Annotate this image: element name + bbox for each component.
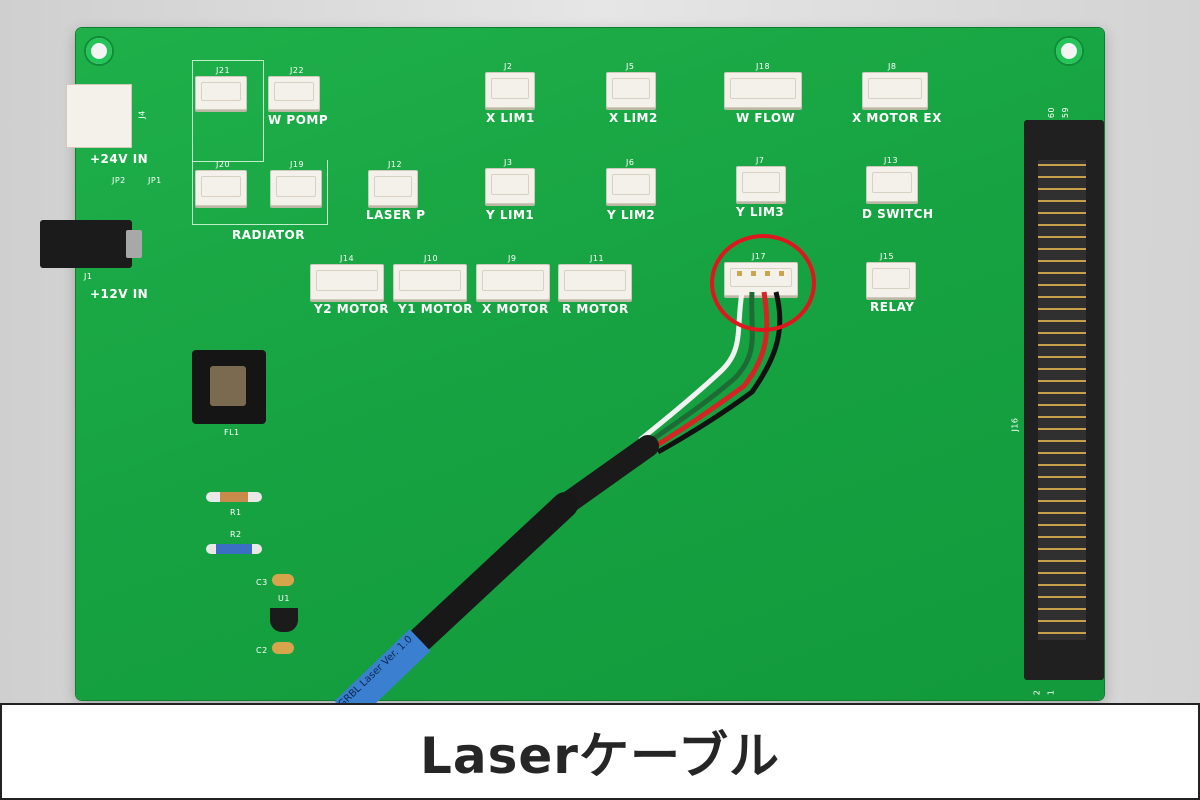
connector-label: Y LIM3 bbox=[736, 205, 785, 219]
capacitor-c3 bbox=[272, 574, 294, 586]
connector-label: X LIM1 bbox=[486, 111, 535, 125]
radiator-outline bbox=[192, 160, 328, 225]
connector-housing bbox=[866, 166, 918, 202]
caption-bar: Laserケーブル bbox=[0, 703, 1200, 800]
ribbon-header-j16 bbox=[1024, 120, 1104, 680]
connector-housing bbox=[485, 72, 535, 108]
connector-housing bbox=[476, 264, 550, 300]
connector-ref: J3 bbox=[504, 158, 513, 167]
v12-in-label: +12V IN bbox=[90, 287, 149, 301]
c3-label: C3 bbox=[256, 578, 268, 587]
connector-ref: J15 bbox=[880, 252, 895, 261]
connector-housing bbox=[368, 170, 418, 206]
connector-housing bbox=[485, 168, 535, 204]
connector-ref: J20 bbox=[216, 160, 231, 169]
connector-housing bbox=[606, 168, 656, 204]
connector-label: RELAY bbox=[870, 300, 915, 314]
connector-ref: J22 bbox=[290, 66, 305, 75]
connector-label: X MOTOR EX bbox=[852, 111, 942, 125]
connector-ref: J8 bbox=[888, 62, 897, 71]
connector-housing bbox=[724, 72, 802, 108]
regulator-u1 bbox=[270, 608, 298, 632]
connector-housing bbox=[736, 166, 786, 202]
connector-housing bbox=[195, 76, 247, 110]
connector-ref: J5 bbox=[626, 62, 635, 71]
cable-sleeve bbox=[407, 492, 578, 653]
connector-ref: J14 bbox=[340, 254, 355, 263]
connector-label: Y LIM1 bbox=[486, 208, 535, 222]
connector-housing bbox=[606, 72, 656, 108]
v24-in-label: +24V IN bbox=[90, 152, 149, 166]
resistor-r1 bbox=[206, 492, 262, 502]
jp2-label: JP2 bbox=[112, 176, 126, 185]
connector-label: X MOTOR bbox=[482, 302, 549, 316]
connector-ref: J11 bbox=[590, 254, 605, 263]
connector-housing bbox=[558, 264, 632, 300]
connector-ref: J2 bbox=[504, 62, 513, 71]
resistor-r2 bbox=[206, 544, 262, 554]
r1-label: R1 bbox=[230, 508, 242, 517]
connector-label: W POMP bbox=[268, 113, 329, 127]
connector-ref: J10 bbox=[424, 254, 439, 263]
connector-label: Y2 MOTOR bbox=[314, 302, 389, 316]
capacitor-c2 bbox=[272, 642, 294, 654]
dc-jack bbox=[40, 220, 142, 268]
connector-housing bbox=[270, 170, 322, 206]
caption-text: Laserケーブル bbox=[420, 726, 780, 785]
mounting-hole bbox=[1056, 38, 1082, 64]
connector-ref: J13 bbox=[884, 156, 899, 165]
cable-blue-jacket bbox=[334, 629, 431, 723]
connector-ref: J9 bbox=[508, 254, 517, 263]
connector-label: LASER P bbox=[366, 208, 426, 222]
connector-label: Y LIM2 bbox=[607, 208, 656, 222]
power-24v-connector bbox=[66, 84, 132, 148]
connector-label: Y1 MOTOR bbox=[398, 302, 473, 316]
u1-label: U1 bbox=[278, 594, 290, 603]
connector-label: D SWITCH bbox=[862, 207, 934, 221]
connector-ref: J12 bbox=[388, 160, 403, 169]
connector-housing bbox=[195, 170, 247, 206]
connector-housing bbox=[268, 76, 320, 110]
jp1-label: JP1 bbox=[148, 176, 162, 185]
connector-ref: J6 bbox=[626, 158, 635, 167]
connector-ref: J21 bbox=[216, 66, 231, 75]
connector-ref: J18 bbox=[756, 62, 771, 71]
connector-label: X LIM2 bbox=[609, 111, 658, 125]
fl1-label: FL1 bbox=[224, 428, 240, 437]
cable-heatshrink bbox=[554, 435, 659, 516]
highlight-circle bbox=[710, 234, 816, 332]
mounting-hole bbox=[86, 38, 112, 64]
connector-housing bbox=[862, 72, 928, 108]
radiator-outline bbox=[192, 60, 264, 162]
connector-ref: J19 bbox=[290, 160, 305, 169]
c2-label: C2 bbox=[256, 646, 268, 655]
connector-housing bbox=[310, 264, 384, 300]
radiator-label: RADIATOR bbox=[232, 228, 305, 242]
fl1-filter bbox=[192, 350, 266, 424]
j1-label: J1 bbox=[84, 272, 93, 281]
connector-ref: J7 bbox=[756, 156, 765, 165]
connector-label: R MOTOR bbox=[562, 302, 629, 316]
connector-label: W FLOW bbox=[736, 111, 796, 125]
connector-housing bbox=[866, 262, 916, 298]
r2-label: R2 bbox=[230, 530, 242, 539]
connector-housing bbox=[393, 264, 467, 300]
